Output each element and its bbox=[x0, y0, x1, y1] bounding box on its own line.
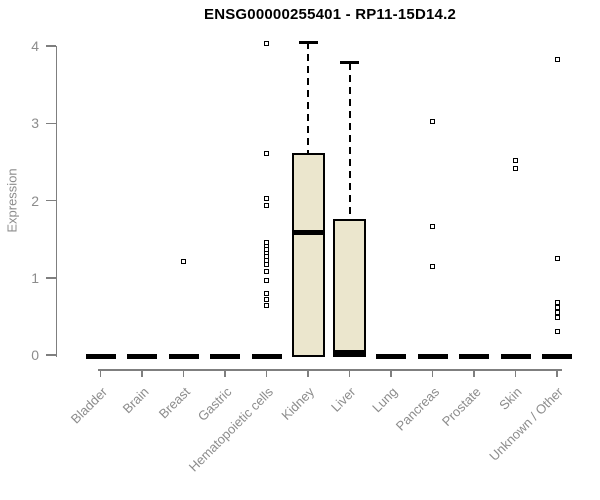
x-tick-label: Skin bbox=[496, 384, 525, 413]
y-tick-label: 3 bbox=[31, 115, 39, 132]
outlier-point bbox=[554, 56, 560, 62]
x-tick-label: Kidney bbox=[278, 384, 318, 423]
flat-box-median bbox=[500, 353, 531, 359]
x-axis-tick bbox=[390, 369, 392, 377]
flat-box-median bbox=[459, 353, 489, 359]
x-axis-tick bbox=[514, 369, 517, 377]
upper-whisker bbox=[348, 62, 351, 220]
flat-box-median bbox=[127, 353, 157, 359]
y-axis-tick bbox=[45, 122, 56, 124]
outlier-point bbox=[264, 303, 269, 309]
outlier-point bbox=[554, 315, 560, 321]
flat-box-median bbox=[85, 353, 116, 359]
outlier-point bbox=[513, 157, 518, 163]
x-axis-tick bbox=[431, 369, 434, 377]
outlier-point bbox=[264, 269, 269, 275]
x-tick-label: Lung bbox=[369, 384, 401, 416]
outlier-point bbox=[264, 41, 269, 47]
outlier-point bbox=[264, 262, 269, 268]
box-iqr bbox=[333, 219, 366, 357]
flat-box-median bbox=[210, 353, 240, 359]
y-axis-tick bbox=[45, 199, 56, 202]
y-tick-label: 1 bbox=[31, 269, 39, 286]
y-axis-tick bbox=[45, 277, 56, 279]
y-tick-label: 0 bbox=[31, 347, 39, 363]
outlier-point bbox=[430, 224, 435, 230]
x-tick-label: Breast bbox=[155, 384, 193, 422]
y-axis-tick bbox=[45, 45, 56, 47]
x-tick-label: Gastric bbox=[194, 384, 235, 424]
y-axis-tick bbox=[45, 354, 56, 356]
x-axis-tick bbox=[99, 369, 102, 377]
x-tick-label: Unknown / Other bbox=[486, 384, 567, 464]
x-axis-tick bbox=[348, 369, 351, 377]
upper-whisker-cap bbox=[298, 40, 318, 44]
box-iqr bbox=[291, 153, 325, 357]
outlier-point bbox=[264, 296, 269, 302]
flat-box-median bbox=[251, 353, 282, 359]
flat-box-median bbox=[417, 353, 448, 359]
upper-whisker bbox=[307, 42, 309, 154]
chart-title: ENSG00000255401 - RP11-15D14.2 bbox=[203, 6, 456, 23]
flat-box-median bbox=[376, 353, 406, 359]
x-tick-label: Prostate bbox=[438, 384, 484, 430]
x-axis-tick bbox=[141, 369, 143, 377]
outlier-point bbox=[554, 310, 560, 315]
outlier-point bbox=[430, 119, 435, 125]
x-tick-label: Brain bbox=[119, 384, 152, 417]
outlier-point bbox=[264, 195, 269, 201]
x-tick-label: Liver bbox=[328, 384, 359, 415]
outlier-point bbox=[264, 290, 269, 296]
outlier-point bbox=[181, 259, 186, 265]
y-axis-line bbox=[55, 46, 57, 357]
outlier-point bbox=[554, 329, 560, 335]
x-tick-label: Bladder bbox=[67, 384, 110, 427]
x-axis-tick bbox=[556, 369, 558, 377]
outlier-point bbox=[554, 299, 560, 305]
median-line bbox=[291, 230, 325, 236]
median-line bbox=[333, 350, 366, 356]
outlier-point bbox=[513, 165, 518, 171]
x-tick-label: Pancreas bbox=[392, 384, 442, 434]
x-axis-tick bbox=[265, 369, 268, 377]
upper-whisker-cap bbox=[340, 61, 359, 65]
x-axis-line bbox=[97, 369, 562, 371]
x-axis-tick bbox=[473, 369, 475, 377]
outlier-point bbox=[554, 304, 560, 310]
outlier-point bbox=[264, 203, 269, 209]
y-tick-label: 2 bbox=[31, 192, 39, 209]
outlier-point bbox=[554, 255, 560, 261]
x-axis-tick bbox=[307, 369, 309, 377]
outlier-point bbox=[430, 264, 435, 270]
outlier-point bbox=[264, 150, 269, 156]
flat-box-median bbox=[542, 353, 572, 359]
outlier-point bbox=[264, 277, 269, 283]
x-axis-tick bbox=[224, 369, 226, 377]
x-axis-tick bbox=[182, 369, 185, 377]
y-tick-label: 4 bbox=[31, 38, 39, 54]
flat-box-median bbox=[168, 353, 199, 359]
